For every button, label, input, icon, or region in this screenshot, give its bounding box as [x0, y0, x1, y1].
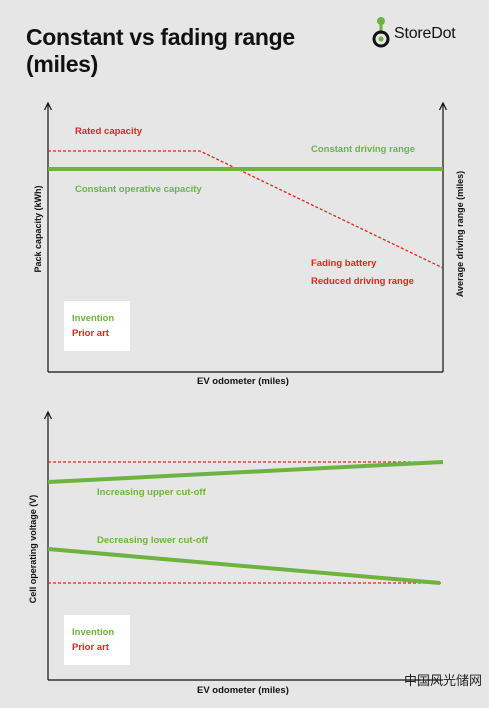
top-legend-prior-art: Prior art — [72, 328, 109, 339]
storedot-logo-icon — [372, 17, 390, 48]
top-left-y-axis-arrow — [43, 101, 53, 111]
bottom-legend-invention: Invention — [72, 627, 115, 638]
top-legend: Invention Prior art — [64, 301, 130, 351]
brand-name: StoreDot — [394, 25, 456, 42]
title-line-2: (miles) — [26, 51, 99, 77]
top-legend-invention: Invention — [72, 313, 115, 324]
bottom-legend: Invention Prior art — [64, 615, 130, 665]
top-right-y-axis-arrow — [438, 101, 448, 111]
top-x-axis-label: EV odometer (miles) — [197, 376, 289, 387]
top-left-y-axis-label: Pack capacity (kWh) — [33, 185, 43, 273]
top-right-y-axis-label: Average driving range (miles) — [455, 170, 465, 298]
increasing-upper-cutoff-line — [47, 460, 444, 484]
bottom-left-y-axis-label: Cell operating voltage (V) — [28, 494, 38, 604]
rated-capacity-line — [48, 150, 444, 269]
rated-capacity-label: Rated capacity — [75, 126, 143, 137]
bottom-x-axis-label: EV odometer (miles) — [197, 685, 289, 696]
page-title: Constant vs fading range (miles) — [26, 24, 346, 78]
reduced-driving-range-label: Reduced driving range — [311, 276, 414, 287]
decreasing-lower-cutoff-label: Decreasing lower cut-off — [97, 535, 208, 546]
watermark-text: 中国风光储网 — [404, 673, 483, 688]
bottom-legend-prior-art: Prior art — [72, 642, 109, 653]
storedot-logo: StoreDot — [370, 14, 480, 54]
constant-driving-range-label: Constant driving range — [311, 144, 415, 155]
increasing-upper-cutoff-label: Increasing upper cut-off — [97, 487, 206, 498]
title-line-1: Constant vs fading range — [26, 24, 295, 50]
bottom-left-y-axis-arrow — [43, 410, 53, 420]
constant-operative-capacity-label: Constant operative capacity — [75, 184, 202, 195]
decreasing-lower-cutoff-line — [47, 547, 441, 585]
fading-battery-label: Fading battery — [311, 258, 377, 269]
